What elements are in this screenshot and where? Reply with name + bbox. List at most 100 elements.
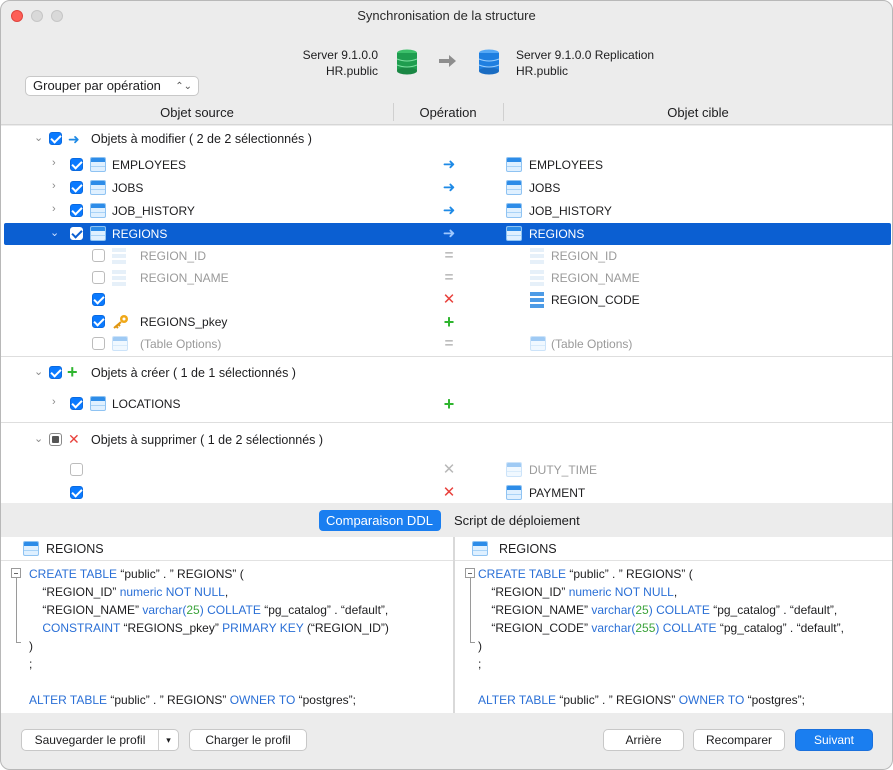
equal-icon: = [444, 247, 454, 264]
target-object-label: EMPLOYEES [529, 158, 604, 172]
ddl-source-header: REGIONS [1, 537, 453, 561]
row-checkbox[interactable] [92, 271, 105, 284]
group-by-value: Grouper par opération [33, 78, 161, 93]
source-object-label: REGION_ID [140, 249, 207, 263]
table-row[interactable]: › JOBS ➜ JOBS [4, 177, 891, 199]
constraint-row[interactable]: REGIONS_pkey + [4, 311, 891, 333]
source-object-label: REGIONS_pkey [140, 315, 228, 329]
row-checkbox[interactable] [70, 397, 83, 410]
table-options-row[interactable]: (Table Options) = (Table Options) [4, 333, 891, 355]
group-by-select[interactable]: Grouper par opération ⌃⌄ [25, 76, 199, 96]
table-row[interactable]: › EMPLOYEES ➜ EMPLOYEES [4, 154, 891, 176]
source-server-schema: HR.public [325, 64, 378, 78]
minimize-window-button[interactable] [31, 10, 43, 22]
close-window-button[interactable] [11, 10, 23, 22]
chevron-right-icon[interactable]: › [52, 203, 56, 215]
row-checkbox[interactable] [92, 315, 105, 328]
column-icon [112, 270, 126, 286]
column-operation[interactable]: Opération [419, 105, 477, 120]
target-server: Server 9.1.0.0 Replication HR.public [516, 47, 654, 79]
group-row-create[interactable]: ⌄ + Objets à créer ( 1 de 1 sélectionnés… [4, 362, 891, 384]
row-checkbox[interactable] [92, 293, 105, 306]
table-row[interactable]: › JOB_HISTORY ➜ JOB_HISTORY [4, 200, 891, 222]
target-object-label: REGION_ID [551, 249, 618, 263]
row-checkbox[interactable] [92, 337, 105, 350]
ddl-target-pane[interactable]: REGIONS CREATE TABLE “public” . ” REGION… [455, 537, 892, 713]
object-tree: ⌄ ➜ Objets à modifier ( 2 de 2 sélection… [1, 126, 892, 503]
target-object-label: JOB_HISTORY [529, 204, 612, 218]
fold-toggle-icon[interactable] [11, 568, 21, 578]
table-row[interactable]: ✕ DUTY_TIME [4, 459, 891, 481]
row-checkbox[interactable] [70, 181, 83, 194]
chevron-down-icon[interactable]: ▾ [158, 730, 178, 750]
table-row[interactable]: ✕ PAYMENT [4, 482, 891, 504]
target-object-label: PAYMENT [529, 486, 586, 500]
source-object-label: (Table Options) [140, 337, 222, 351]
group-row-modify[interactable]: ⌄ ➜ Objets à modifier ( 2 de 2 sélection… [4, 128, 891, 150]
tab-deployment-script[interactable]: Script de déploiement [454, 513, 580, 528]
group-modify-checkbox[interactable] [49, 132, 62, 145]
target-object-label: DUTY_TIME [529, 463, 598, 477]
column-row[interactable]: REGION_NAME = REGION_NAME [4, 267, 891, 289]
chevron-right-icon[interactable]: › [52, 396, 56, 408]
updown-chevron-icon: ⌃⌄ [175, 81, 192, 92]
ddl-split-divider[interactable] [453, 537, 455, 713]
add-plus-icon: + [443, 312, 455, 332]
table-row[interactable]: › LOCATIONS + [4, 393, 891, 415]
fold-toggle-icon[interactable] [465, 568, 475, 578]
source-server-name: Server 9.1.0.0 [302, 48, 378, 62]
column-headers: Objet source Opération Objet cible [1, 101, 892, 125]
group-modify-label: Objets à modifier ( 2 de 2 sélectionnés … [91, 132, 312, 146]
save-profile-button[interactable]: Sauvegarder le profil ▾ [21, 729, 179, 751]
ddl-source-title: REGIONS [46, 542, 104, 556]
column-source[interactable]: Objet source [160, 105, 234, 120]
group-delete-checkbox[interactable] [49, 433, 62, 446]
row-checkbox[interactable] [70, 463, 83, 476]
group-row-delete[interactable]: ⌄ ✕ Objets à supprimer ( 1 de 2 sélectio… [4, 429, 891, 451]
add-plus-icon: + [67, 362, 78, 382]
table-icon [506, 203, 522, 218]
chevron-down-icon[interactable]: ⌄ [34, 132, 44, 144]
table-icon [90, 157, 106, 172]
column-icon [530, 248, 544, 264]
target-server-schema: HR.public [516, 64, 569, 78]
row-checkbox[interactable] [92, 249, 105, 262]
row-checkbox[interactable] [70, 486, 83, 499]
window-title: Synchronisation de la structure [357, 8, 536, 23]
remove-x-icon: ✕ [68, 431, 80, 447]
group-create-label: Objets à créer ( 1 de 1 sélectionnés ) [91, 366, 296, 380]
next-button[interactable]: Suivant [795, 729, 873, 751]
table-icon [90, 226, 106, 241]
table-options-icon [112, 336, 128, 351]
chevron-down-icon[interactable]: ⌄ [50, 227, 60, 239]
target-object-label: REGIONS [529, 227, 585, 241]
source-database-icon [396, 49, 418, 75]
table-icon [506, 157, 522, 172]
column-target[interactable]: Objet cible [667, 105, 729, 120]
remove-x-icon: ✕ [442, 461, 456, 478]
group-delete-label: Objets à supprimer ( 1 de 2 sélectionnés… [91, 433, 324, 447]
chevron-down-icon[interactable]: ⌄ [34, 366, 44, 378]
row-checkbox[interactable] [70, 158, 83, 171]
footer-bar: Sauvegarder le profil ▾ Charger le profi… [1, 713, 892, 769]
target-object-label: JOBS [529, 181, 561, 195]
back-button[interactable]: Arrière [603, 729, 684, 751]
column-row[interactable]: REGION_ID = REGION_ID [4, 245, 891, 267]
column-row[interactable]: ✕ REGION_CODE [4, 289, 891, 311]
group-create-checkbox[interactable] [49, 366, 62, 379]
tab-ddl-comparison[interactable]: Comparaison DDL [319, 510, 441, 531]
chevron-right-icon[interactable]: › [52, 157, 56, 169]
ddl-source-pane[interactable]: REGIONS CREATE TABLE “public” . ” REGION… [1, 537, 453, 713]
table-row-selected[interactable]: ⌄ REGIONS ➜ REGIONS [4, 223, 891, 245]
chevron-down-icon[interactable]: ⌄ [34, 433, 44, 445]
chevron-right-icon[interactable]: › [52, 180, 56, 192]
table-icon [23, 541, 39, 556]
modify-arrow-icon: ➜ [442, 202, 456, 219]
row-checkbox[interactable] [70, 227, 83, 240]
zoom-window-button[interactable] [51, 10, 63, 22]
load-profile-button[interactable]: Charger le profil [189, 729, 307, 751]
title-bar: Synchronisation de la structure [1, 1, 892, 31]
row-checkbox[interactable] [70, 204, 83, 217]
recompare-button[interactable]: Recomparer [693, 729, 785, 751]
table-icon [472, 541, 488, 556]
